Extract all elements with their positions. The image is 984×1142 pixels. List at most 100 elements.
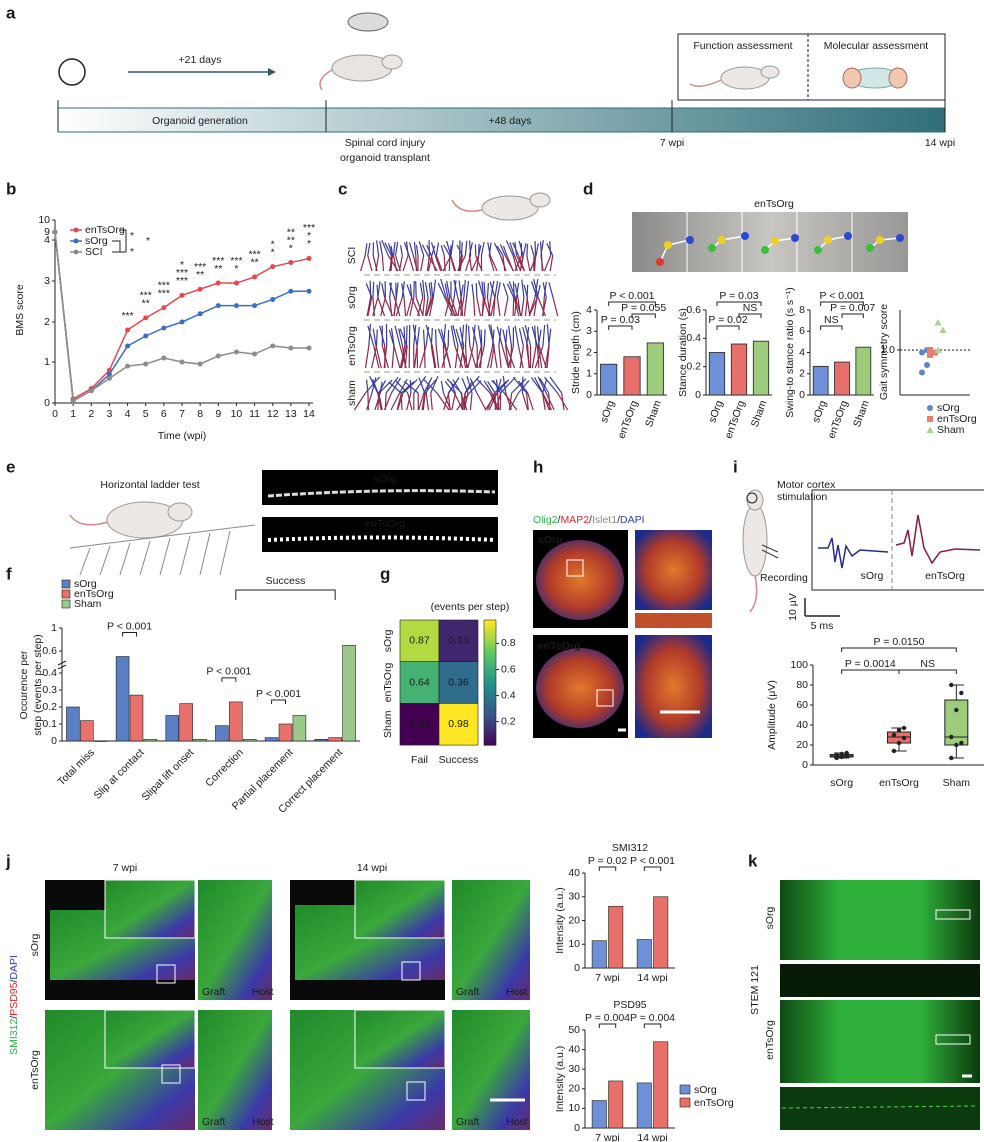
y-tick-label: 40 [796,719,808,731]
row-label: enTsOrg [346,326,358,366]
stick [525,392,529,411]
stick [381,240,389,256]
stick [390,328,395,347]
heat-cell [438,703,479,746]
stick [372,297,379,317]
stick [450,325,456,347]
stick [464,345,468,369]
stick [440,245,445,256]
label: Gait symmetry score [878,304,890,400]
stick [393,345,401,369]
y-tick-label: 0 [51,735,57,747]
bar [193,738,207,742]
stick [385,376,399,394]
point [125,363,131,369]
legend-swatch [679,1097,691,1108]
comparison-bracket [898,669,957,674]
y-tick-label: 4 [799,346,805,358]
stick [548,328,552,347]
y-tick-label: 1.0 [880,344,895,356]
stick [453,279,459,298]
stick [468,242,473,256]
point [252,351,258,357]
y-tick-label: 0.2 [686,360,701,372]
stick [464,323,468,347]
cell-label: 0.13 [448,635,469,647]
row-label: Sham [382,710,394,738]
y-tick-label: 0.2 [42,701,57,713]
legend-label: Sham [937,424,965,436]
stick [549,255,554,272]
colorbar-segment [484,741,496,746]
colorbar-segment [484,645,496,649]
stick [496,282,501,298]
significance-star: ** [250,257,258,269]
stick [417,297,424,317]
significance-star: ** [214,263,222,275]
bar [591,940,607,969]
stick [383,345,388,369]
stick [422,392,426,411]
bar [623,356,641,396]
y-tick-label: 10 [568,1102,580,1114]
y-tick-label: 1 [44,356,50,368]
comparison-label: P < 0.001 [609,290,654,302]
stick [476,392,487,411]
bar [342,644,356,742]
stick [530,245,535,256]
stick [451,392,456,411]
stick [499,243,506,256]
significance-star: *** [121,310,133,322]
stick [477,325,482,347]
point [88,388,94,394]
bar [752,340,770,396]
y-tick-label: 0 [574,962,580,974]
significance-star: ** [142,298,150,310]
stain-part: PSD95 [8,982,20,1015]
ladder-art [69,470,498,576]
stick [513,297,520,317]
stick [396,392,404,411]
point [270,264,276,270]
stick [473,297,476,317]
stick [436,392,450,411]
stick [360,255,366,272]
stick [413,241,417,256]
stick [471,283,475,298]
point [924,362,930,368]
y-tick-label: 40 [568,867,580,879]
colorbar-segment [484,710,496,715]
y-tick-label: 80 [796,679,808,691]
significance-star: *** [303,222,315,234]
stick [448,376,460,394]
colorbar-segment [484,713,496,718]
stick [430,255,437,272]
stick [480,241,485,256]
label: Host [506,1116,528,1128]
significance-star: *** [194,261,206,273]
label: enTsOrg [754,198,794,210]
x-tick-label: 2 [88,408,94,420]
stick [388,255,394,272]
comparison-label: P = 0.03 [719,290,758,302]
significance-star: * [307,238,311,250]
x-tick-label: Sham [643,399,664,429]
stick [377,297,386,317]
label: Intensity (a.u.) [554,887,566,954]
comparison-bracket [598,1023,617,1028]
colorbar-segment [484,716,496,721]
stick [401,381,415,394]
label: organoid transplant [340,152,430,164]
stick [453,280,457,298]
x-tick-label: 12 [267,408,279,420]
panel-letter: f [6,564,12,583]
comparison-label: P < 0.001 [206,666,251,678]
bar [708,352,726,396]
row-label: sOrg [346,286,358,309]
stick [490,280,495,298]
stick [367,242,371,256]
bar [165,715,180,742]
stick [406,297,413,317]
stick [487,380,496,394]
